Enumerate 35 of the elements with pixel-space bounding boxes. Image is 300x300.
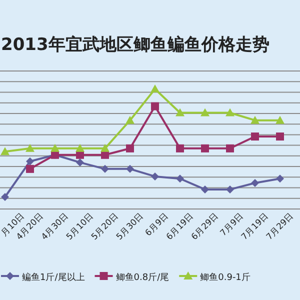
point <box>76 158 84 166</box>
legend-label: 鲫鱼0.9-1斤 <box>200 272 250 283</box>
point <box>151 172 159 180</box>
point <box>176 174 184 183</box>
point <box>250 116 260 124</box>
point <box>176 108 184 116</box>
point <box>200 108 210 116</box>
point <box>151 102 159 110</box>
point <box>176 144 184 152</box>
point <box>0 147 10 156</box>
point <box>76 144 84 152</box>
point <box>150 84 160 92</box>
point <box>226 144 234 152</box>
point <box>226 108 234 116</box>
point <box>201 144 209 152</box>
point <box>251 132 259 141</box>
point <box>276 132 284 141</box>
point <box>276 174 284 183</box>
point <box>126 164 134 173</box>
point <box>276 116 284 124</box>
point <box>201 185 209 194</box>
point <box>50 144 60 152</box>
point <box>26 164 34 173</box>
point <box>26 144 34 152</box>
point <box>1 193 9 201</box>
point <box>126 116 134 124</box>
point <box>100 144 110 152</box>
point <box>251 178 259 187</box>
point <box>226 185 234 194</box>
legend-label: 鳊鱼1斤/尾以上 <box>22 272 85 283</box>
chart-title: 2013年宜武地区鲫鱼鳊鱼价格走势 <box>1 35 270 55</box>
point <box>101 164 109 173</box>
legend-label: 鲫鱼0.8斤/尾 <box>116 272 170 283</box>
point <box>126 144 134 152</box>
point <box>26 157 34 166</box>
